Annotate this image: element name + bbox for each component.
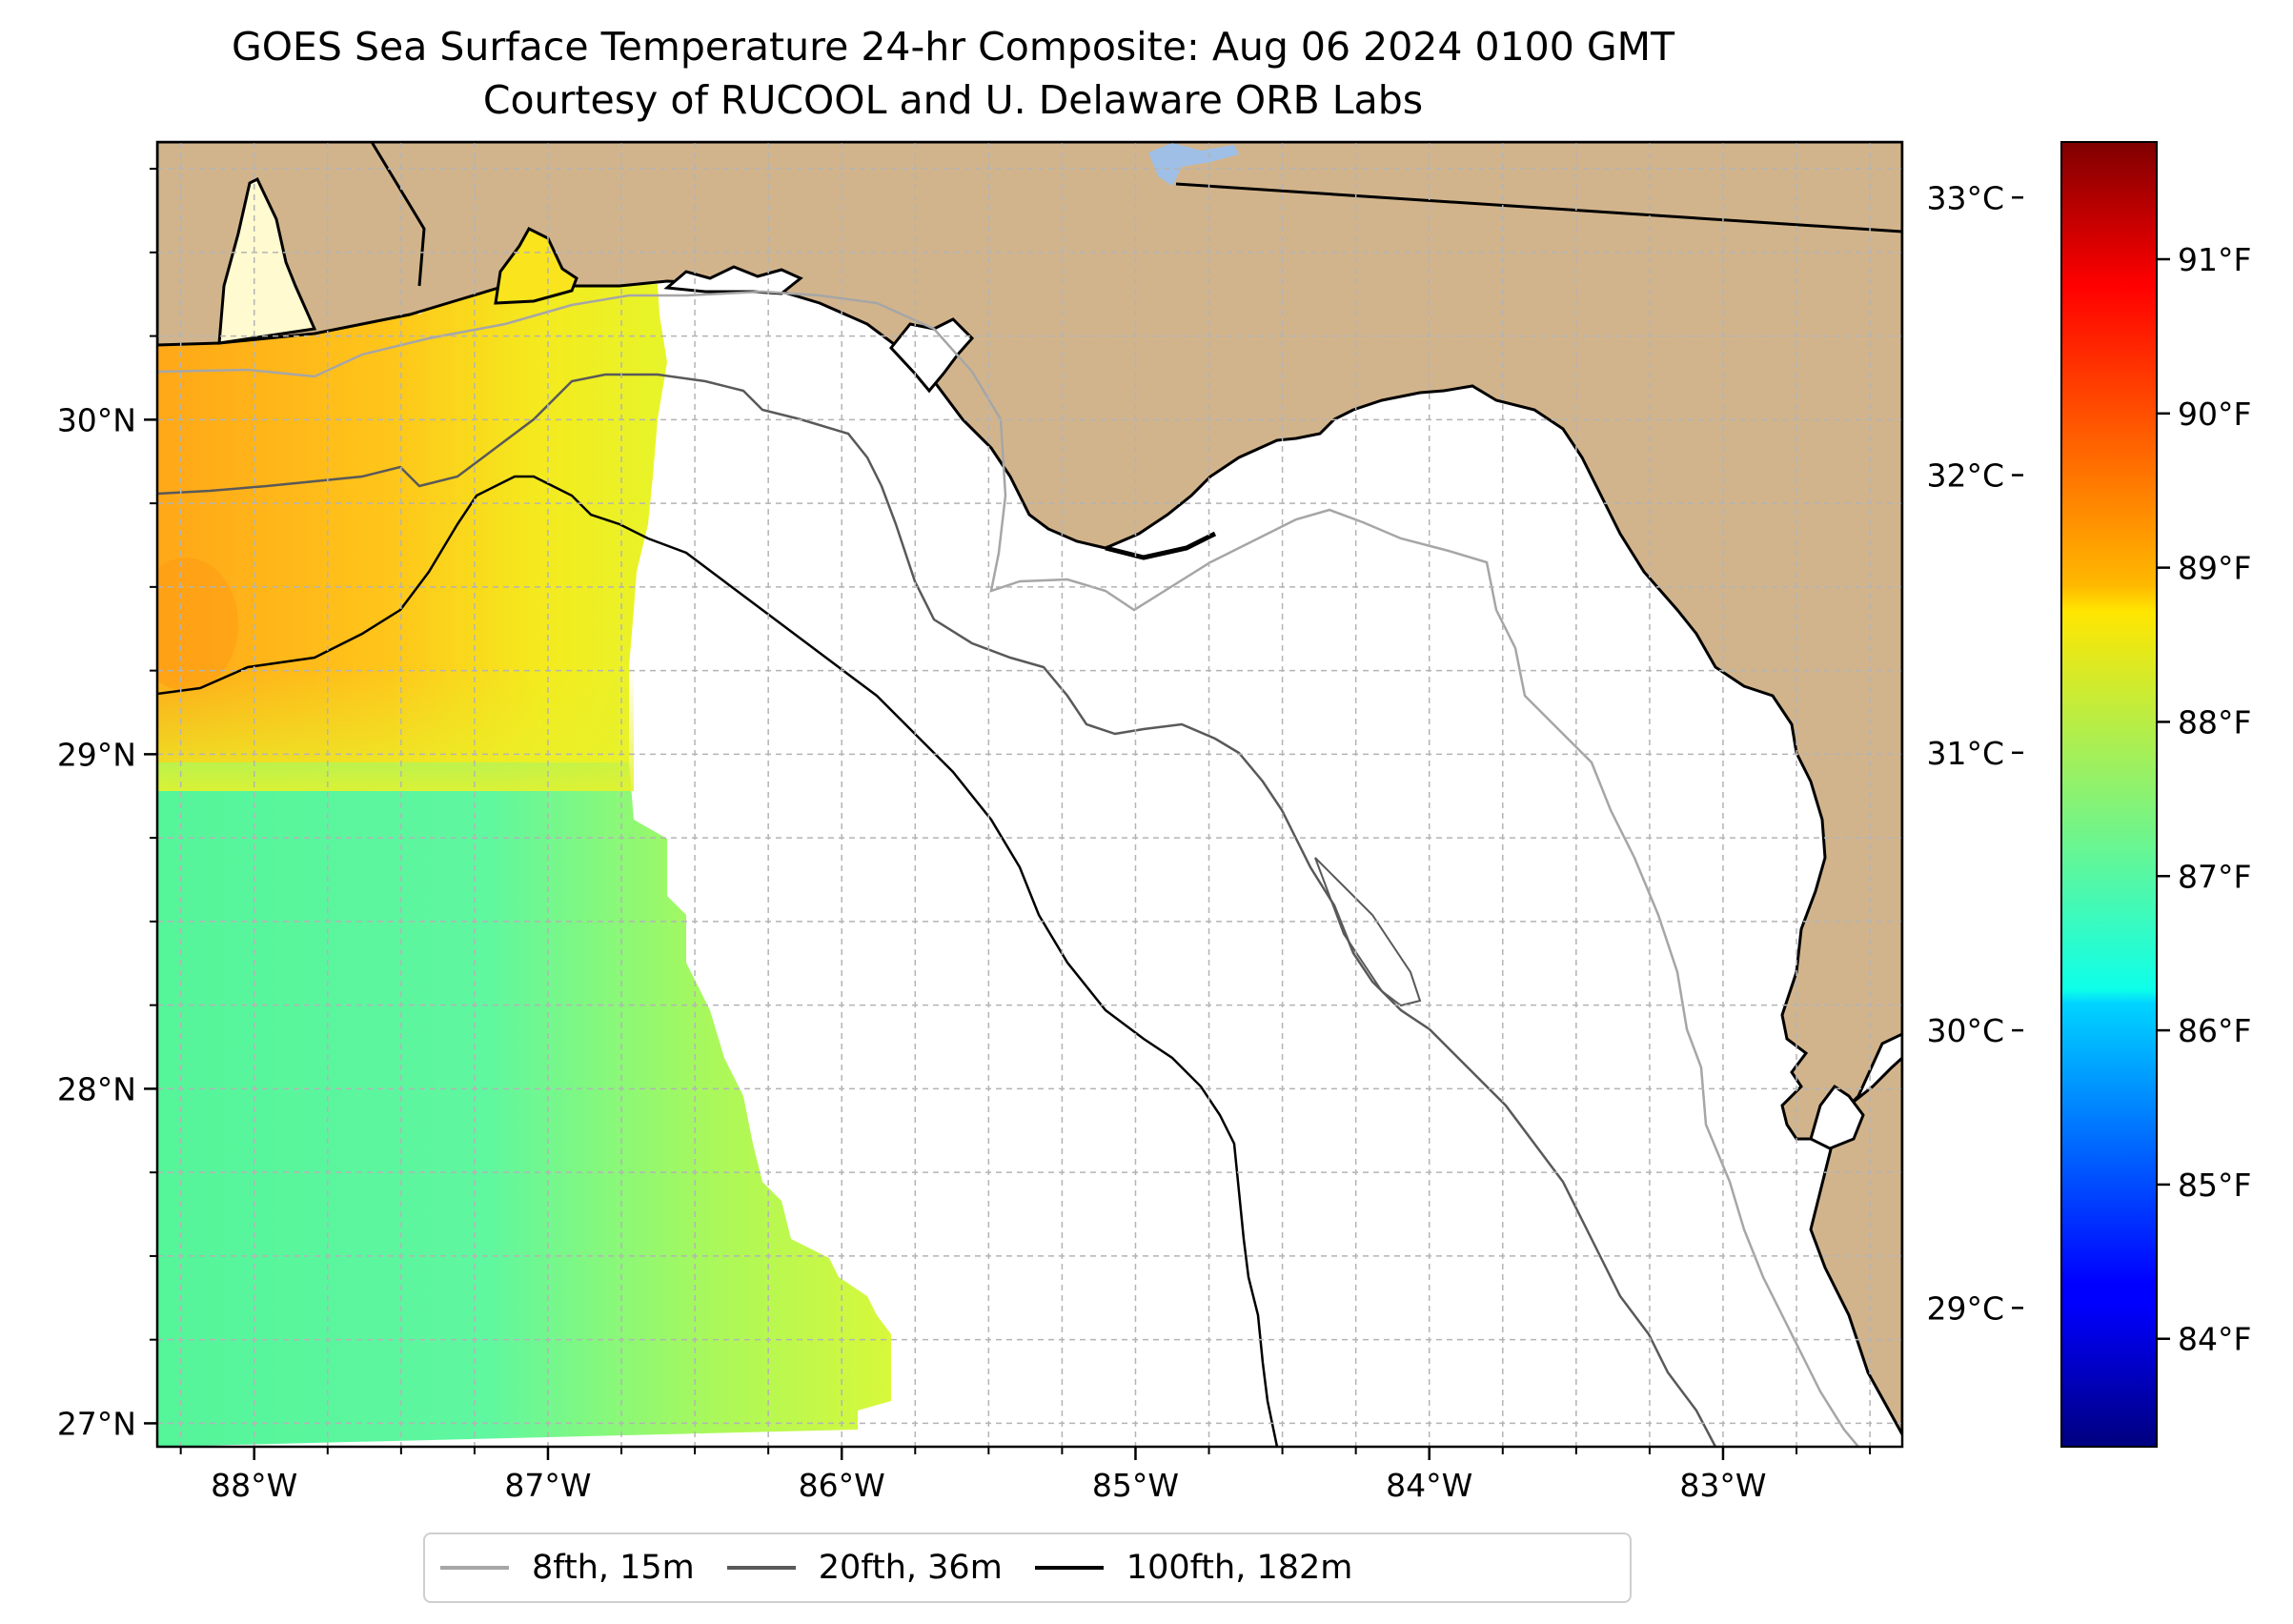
celsius-tick-label: 31°C [1926, 735, 2004, 772]
colorbar-gradient [2060, 141, 2158, 1448]
y-tick-label: 28°N [57, 1070, 136, 1107]
x-tick-label: 84°W [1386, 1467, 1472, 1504]
celsius-tick-label: 29°C [1926, 1289, 2004, 1327]
y-tick-label: 29°N [57, 736, 136, 773]
bay-apalachicola [889, 317, 975, 394]
contour-8fth-15m [157, 290, 1859, 1447]
legend-label-8fth: 8fth, 15m [532, 1549, 695, 1587]
fahrenheit-tick-label: 88°F [2178, 703, 2251, 741]
celsius-tick-label: 32°C [1926, 457, 2004, 495]
fahrenheit-tick-label: 91°F [2178, 241, 2251, 278]
legend-item-8fth: 8fth, 15m [440, 1549, 695, 1587]
celsius-tick-label: 30°C [1926, 1012, 2004, 1049]
x-tick-label: 86°W [799, 1467, 885, 1504]
legend-item-20fth: 20fth, 36m [726, 1549, 1003, 1587]
fahrenheit-tick-label: 90°F [2178, 396, 2251, 433]
y-tick-label: 30°N [57, 401, 136, 438]
sst-warm-core [157, 558, 238, 691]
coast-big-bend-shoal [1105, 531, 1217, 560]
sst-transition [157, 667, 634, 791]
legend-line-100fth [1034, 1566, 1104, 1570]
bay-st-andrew [663, 265, 803, 295]
sst-swath-south [157, 762, 891, 1447]
axis-ticks: 88°W 87°W 86°W 85°W 84°W 83°W 27°N 28°N 29°N 30°N [57, 168, 1872, 1504]
contour-20fth-islands [1314, 857, 1422, 1007]
state-boundary [1175, 182, 1902, 233]
legend-item-100fth: 100fth, 182m [1034, 1549, 1353, 1587]
legend-label-100fth: 100fth, 182m [1126, 1549, 1353, 1587]
figure-subtitle: Courtesy of RUCOOL and U. Delaware ORB L… [482, 77, 1424, 123]
fahrenheit-tick-label: 84°F [2178, 1321, 2251, 1358]
x-tick-label: 87°W [504, 1467, 591, 1504]
bay-tampa [1809, 1084, 1865, 1150]
figure-title: GOES Sea Surface Temperature 24-hr Compo… [231, 24, 1675, 70]
fahrenheit-tick-label: 85°F [2178, 1167, 2251, 1204]
legend-line-8fth [440, 1566, 509, 1570]
legend-line-20fth [726, 1566, 796, 1570]
colorbar-ticks: 29°C 30°C 31°C 32°C 33°C 84°F 85°F 86°F 87°F 88°F… [1926, 179, 2251, 1357]
x-tick-label: 88°W [211, 1467, 297, 1504]
map-frame [155, 140, 1904, 1449]
bay-choctawhatchee [494, 227, 578, 305]
gridlines [157, 142, 1902, 1447]
state-boundary-west [370, 142, 426, 287]
contour-100fth-182m [157, 475, 1279, 1447]
y-tick-label: 27°N [57, 1405, 136, 1442]
celsius-tick-label: 33°C [1926, 179, 2004, 216]
x-tick-label: 83°W [1679, 1467, 1766, 1504]
contour-20fth-36m [157, 373, 1717, 1447]
lake [1148, 143, 1239, 186]
x-tick-label: 85°W [1092, 1467, 1179, 1504]
fahrenheit-tick-label: 87°F [2178, 858, 2251, 895]
bay-pensacola [217, 176, 317, 345]
legend-label-20fth: 20fth, 36m [818, 1549, 1003, 1587]
contour-legend: 8fth, 15m 20fth, 36m 100fth, 182m [423, 1533, 1632, 1603]
fahrenheit-tick-label: 86°F [2178, 1012, 2251, 1049]
fahrenheit-tick-label: 89°F [2178, 550, 2251, 587]
